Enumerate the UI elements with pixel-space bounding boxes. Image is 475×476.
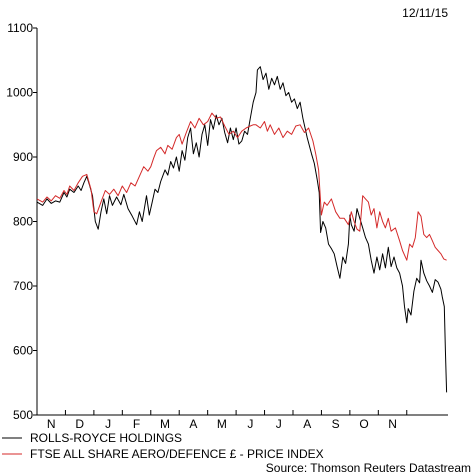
x-tick-label: N [47, 417, 56, 431]
x-tick-label: A [303, 417, 311, 431]
x-tick-label: J [247, 417, 253, 431]
chart-source: Source: Thomson Reuters Datastream [266, 461, 471, 475]
y-tick-label: 600 [13, 344, 33, 358]
y-tick-label: 800 [13, 215, 33, 229]
legend: ROLLS-ROYCE HOLDINGS FTSE ALL SHARE AERO… [2, 431, 324, 461]
x-tick-label: J [276, 417, 282, 431]
x-tick-label: S [332, 417, 340, 431]
y-tick-label: 1100 [7, 21, 33, 35]
legend-label-ftse: FTSE ALL SHARE AERO/DEFENCE £ - PRICE IN… [30, 447, 324, 461]
y-tick-label: 1000 [6, 86, 33, 100]
series-line-rolls-royce [36, 66, 448, 393]
y-tick-label: 700 [13, 279, 33, 293]
x-tick-label: O [359, 417, 368, 431]
x-tick-label: M [160, 417, 170, 431]
series-line-ftse-aero-defence [36, 112, 447, 261]
series-layer [36, 66, 448, 393]
x-tick-label: M [217, 417, 227, 431]
y-tick-label: 500 [13, 408, 33, 422]
y-tick-label: 900 [13, 150, 33, 164]
x-tick-label: F [133, 417, 140, 431]
x-tick-label: A [189, 417, 197, 431]
x-tick-label: J [105, 417, 111, 431]
x-tick-label: D [75, 417, 84, 431]
chart-date: 12/11/15 [402, 6, 448, 20]
x-tick-label: N [388, 417, 397, 431]
y-axis-ticks: 500 600 700 800 900 1000 1100 [6, 21, 37, 422]
legend-label-rolls-royce: ROLLS-ROYCE HOLDINGS [30, 431, 182, 445]
